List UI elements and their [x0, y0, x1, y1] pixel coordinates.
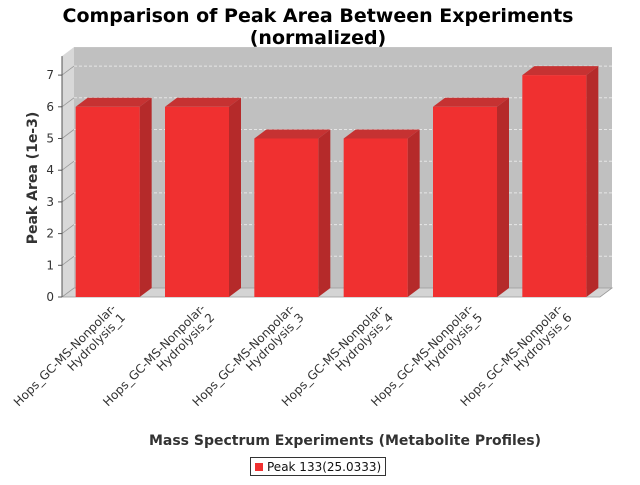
plot-left-wall [62, 47, 74, 297]
y-axis: 0 1 2 3 4 5 6 7 [46, 56, 63, 304]
y-tick-label: 1 [46, 258, 54, 272]
y-tick-label: 4 [46, 163, 54, 177]
bar-side [139, 97, 152, 297]
bar-front [343, 138, 408, 297]
legend-swatch [255, 462, 263, 471]
legend: Peak 133(25.0333) [250, 457, 387, 476]
bar-side [407, 129, 420, 297]
bar-top [165, 97, 241, 107]
bar-side [586, 66, 599, 297]
bar [254, 129, 331, 297]
legend-label: Peak 133(25.0333) [267, 459, 382, 474]
bar-front [522, 75, 587, 297]
bar-front [75, 106, 140, 297]
y-tick-label: 5 [46, 132, 54, 146]
grid-line-depth [61, 160, 75, 171]
grid-line-depth [61, 224, 75, 234]
x-axis-label: Mass Spectrum Experiments (Metabolite Pr… [149, 433, 541, 449]
grid-line-depth [61, 65, 75, 76]
grid-line-depth [61, 192, 75, 203]
bar [433, 97, 509, 297]
chart-subtitle: (normalized) [250, 27, 387, 49]
bar-front [433, 106, 497, 297]
bar-side [497, 97, 509, 297]
bar [165, 97, 241, 297]
y-tick-label: 3 [46, 195, 54, 209]
bar-side [229, 97, 241, 297]
grid-line-depth [61, 129, 75, 139]
y-tick-label: 7 [46, 68, 54, 82]
y-tick-label: 2 [46, 227, 54, 241]
bar [522, 66, 599, 297]
grid-line-depth [61, 97, 75, 108]
x-axis-tick-labels: Hops_GC-MS-Nonpolar-Hydrolysis_1Hops_GC-… [11, 301, 575, 409]
bar-top [343, 129, 420, 139]
bar-top [254, 129, 331, 139]
bar-front [254, 138, 319, 297]
y-tick-label: 6 [46, 100, 54, 114]
y-tick-label: 0 [46, 290, 54, 304]
y-axis-label: Peak Area (1e-3) [25, 112, 41, 245]
bar-side [318, 129, 331, 297]
bar [343, 129, 420, 297]
bar [75, 97, 152, 297]
bar-top [522, 66, 599, 76]
chart-title: Comparison of Peak Area Between Experime… [63, 5, 574, 27]
bar-top [75, 97, 152, 107]
grid-line-depth [61, 255, 75, 266]
x-tick-label-line: Hops_GC-MS-Nonpolar- [11, 301, 119, 409]
bars [75, 66, 599, 297]
bar-top [433, 97, 509, 107]
bar-front [165, 106, 229, 297]
